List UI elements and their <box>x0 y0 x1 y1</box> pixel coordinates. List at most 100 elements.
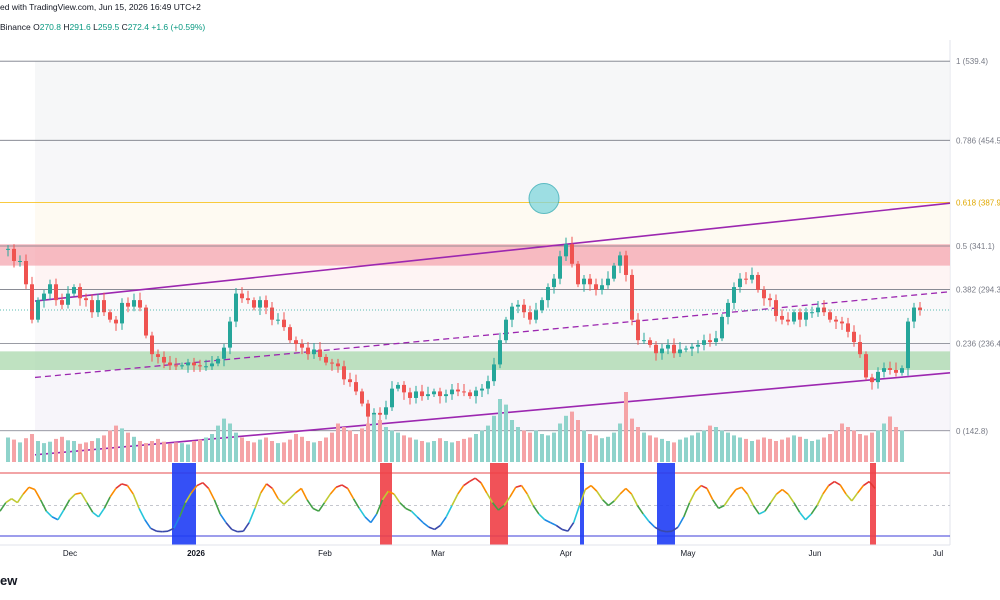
exchange-label: Binance <box>0 22 31 32</box>
candle-body <box>840 321 844 324</box>
oscillator-segment <box>39 499 48 512</box>
osc-extreme-block <box>580 463 584 545</box>
volume-bar <box>666 441 670 462</box>
candle-body <box>582 278 586 285</box>
oscillator-segment <box>63 499 71 511</box>
candle-body <box>666 344 670 349</box>
volume-bar <box>432 441 436 462</box>
volume-bar <box>534 430 538 462</box>
volume-bar <box>768 438 772 462</box>
fib-band <box>35 202 950 246</box>
volume-bar <box>132 436 136 462</box>
candle-body <box>810 312 814 314</box>
oscillator-segment <box>567 522 575 532</box>
volume-bar <box>870 432 874 462</box>
volume-bar <box>792 435 796 462</box>
oscillator-segment <box>364 516 372 524</box>
oscillator-segment <box>712 499 720 509</box>
candle-body <box>918 307 922 310</box>
volume-bar <box>462 438 466 462</box>
candle-body <box>246 298 250 301</box>
oscillator-segment <box>393 493 401 504</box>
volume-bar <box>258 439 262 462</box>
publish-text: ed with TradingView.com, Jun 15, 2026 16… <box>0 2 201 12</box>
candle-body <box>498 340 502 365</box>
volume-bar <box>774 441 778 462</box>
candle-body <box>546 287 550 301</box>
candle-body <box>96 300 100 313</box>
volume-bar <box>138 441 142 462</box>
oscillator-segment <box>306 499 314 509</box>
candle-body <box>606 278 610 286</box>
volume-bar <box>168 443 172 462</box>
oscillator-segment <box>318 502 326 512</box>
oscillator-segment <box>283 498 291 505</box>
oscillator-segment <box>109 487 117 498</box>
oscillator-segment <box>0 502 7 512</box>
candle-body <box>354 382 358 392</box>
oscillator-segment <box>202 482 210 489</box>
candle-body <box>186 362 190 366</box>
candle-body <box>870 377 874 383</box>
oscillator-segment <box>121 483 128 487</box>
volume-bar <box>660 438 664 462</box>
volume-bar <box>690 435 694 462</box>
oscillator-segment <box>694 484 702 492</box>
volume-bar <box>174 442 178 462</box>
oscillator-segment <box>138 507 146 521</box>
fib-label: 0 (142.8) <box>956 427 988 436</box>
candle-body <box>216 358 220 364</box>
candle-body <box>240 293 244 299</box>
oscillator-segment <box>11 498 18 504</box>
volume-bar <box>738 437 742 462</box>
oscillator-segment <box>439 516 447 526</box>
volume-bar <box>30 434 34 462</box>
fib-label: 0.236 (236.4) <box>956 340 1000 349</box>
volume-bar <box>786 437 790 462</box>
volume-bar <box>264 437 268 462</box>
oscillator-segment <box>231 528 238 533</box>
candle-body <box>888 368 892 370</box>
candle-body <box>618 255 622 266</box>
candle-body <box>816 307 820 313</box>
candle-body <box>108 312 112 320</box>
candle-body <box>804 312 808 320</box>
oscillator-segment <box>590 484 598 492</box>
volume-bar <box>108 430 112 462</box>
change-value: +1.6 (+0.59%) <box>151 22 206 32</box>
candle-body <box>288 327 292 341</box>
candle-body <box>126 302 130 307</box>
volume-bar <box>318 441 322 462</box>
candle-body <box>864 354 868 378</box>
candle-body <box>264 300 268 308</box>
volume-bar <box>426 442 430 462</box>
candle-body <box>642 340 646 342</box>
candle-body <box>750 274 754 280</box>
volume-bar <box>420 441 424 462</box>
candle-body <box>792 312 796 322</box>
oscillator-segment <box>341 484 349 490</box>
volume-bar <box>210 434 214 462</box>
oscillator-segment <box>607 500 615 507</box>
oscillator-segment <box>34 489 42 501</box>
candle-body <box>732 287 736 303</box>
oscillator-segment <box>509 486 517 498</box>
volume-bar <box>852 430 856 462</box>
oscillator-segment <box>550 521 557 527</box>
volume-bar <box>636 427 640 462</box>
volume-bar <box>78 443 82 462</box>
oscillator-segment <box>260 483 268 494</box>
candle-body <box>432 391 436 395</box>
candle-body <box>690 346 694 349</box>
fib-label: 0.382 (294.3) <box>956 286 1000 295</box>
candle-body <box>180 365 184 367</box>
oscillator-segment <box>648 520 656 528</box>
volume-bar <box>54 438 58 462</box>
oscillator-segment <box>323 493 331 504</box>
oscillator-segment <box>335 484 343 489</box>
candle-body <box>102 300 106 313</box>
volume-bar <box>456 441 460 462</box>
candle-body <box>438 391 442 397</box>
candle-body <box>858 342 862 355</box>
